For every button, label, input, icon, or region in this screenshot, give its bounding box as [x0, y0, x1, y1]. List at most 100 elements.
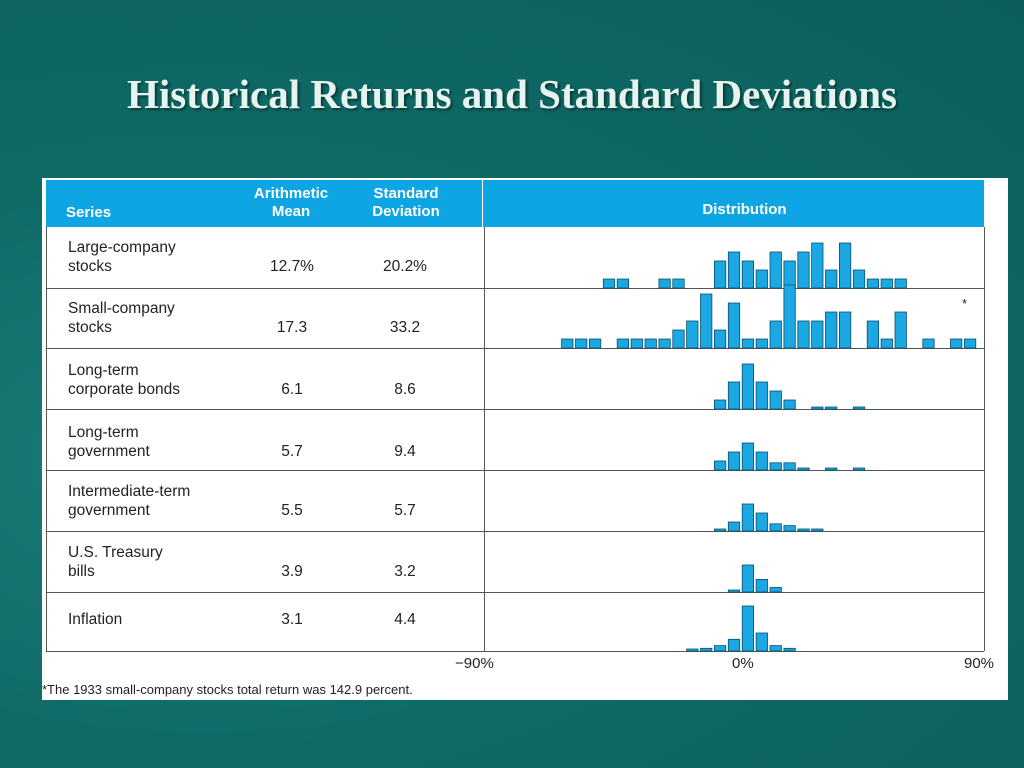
histogram-bar-series-2-bin-17 [797, 320, 810, 349]
histogram-bar-series-3-bin-5 [769, 390, 782, 410]
right-border [984, 227, 985, 651]
row-divider [46, 470, 984, 471]
histogram-bar-series-2-bin-22 [880, 338, 893, 349]
row-6-mean: 3.9 [281, 563, 303, 580]
histogram-bar-series-1-bin-15 [852, 269, 866, 289]
histogram-bar-series-1-bin-11 [797, 251, 810, 289]
row-4-sd: 9.4 [394, 443, 416, 460]
histogram-bar-series-5-bin-3 [741, 503, 755, 532]
histogram-bar-series-2-bin-18 [811, 320, 824, 349]
row-2-series-line1: Small-company [68, 300, 175, 317]
histogram-bar-series-1-bin-12 [811, 242, 824, 289]
histogram-bar-series-5-bin-6 [783, 525, 796, 532]
histogram-bar-series-2-bin-12 [727, 302, 741, 349]
histogram-bar-series-2-bin-15 [769, 320, 782, 349]
row-5-series-line2: government [68, 502, 150, 519]
histogram-bar-series-7-bin-4 [727, 638, 741, 652]
row-1-series-line1: Large-company [68, 239, 176, 256]
header-series: Series [66, 204, 112, 221]
row-6-series-line1: U.S. Treasury [68, 544, 163, 561]
histogram-bar-series-5-bin-2 [727, 521, 741, 532]
histogram-bar-series-1-bin-13 [825, 269, 838, 289]
histogram-bar-series-5-bin-7 [797, 528, 810, 532]
histogram-bar-series-1-bin-18 [894, 278, 907, 289]
row-divider [46, 531, 984, 532]
row-6-series-line2: bills [68, 563, 95, 580]
histogram-bar-series-6-bin-1 [727, 589, 741, 593]
left-border [46, 227, 47, 651]
asterisk-mark: * [962, 296, 968, 311]
row-divider [46, 288, 984, 289]
row-7-mean: 3.1 [281, 611, 303, 628]
histogram-bar-series-2-bin-9 [686, 320, 699, 349]
histogram-bar-series-7-bin-2 [700, 647, 713, 652]
header-distribution: Distribution [702, 201, 787, 218]
histogram-bar-series-2-bin-13 [741, 338, 755, 349]
histogram-bar-series-4-bin-2 [727, 451, 741, 471]
histogram-bar-series-6-bin-3 [755, 578, 768, 593]
row-3-mean: 6.1 [281, 381, 303, 398]
histogram-bar-series-3-bin-4 [755, 381, 768, 410]
histogram-bar-series-1-bin-10 [783, 260, 796, 289]
returns-table-panel: Series Arithmetic Mean Standard Deviatio… [42, 178, 1008, 700]
histogram-bar-series-2-bin-20 [839, 311, 852, 349]
row-7-sd: 4.4 [394, 611, 416, 628]
histogram-bar-series-4-bin-3 [741, 442, 755, 471]
histogram-bar-series-2-bin-14 [755, 338, 768, 349]
histogram-bar-series-1-bin-17 [880, 278, 893, 289]
distribution-histograms [561, 242, 977, 652]
row-1-mean: 12.7% [270, 258, 314, 275]
histogram-bar-series-3-bin-7 [811, 406, 824, 410]
histogram-bar-series-7-bin-7 [769, 645, 782, 652]
row-2-mean: 17.3 [276, 319, 308, 336]
histogram-bar-series-4-bin-8 [825, 467, 838, 471]
histogram-bar-series-3-bin-9 [852, 406, 866, 410]
histogram-bar-series-1-bin-8 [755, 269, 768, 289]
row-4-mean: 5.7 [281, 443, 303, 460]
histogram-bar-series-5-bin-4 [755, 512, 768, 532]
row-divider [46, 592, 984, 593]
histogram-bar-series-7-bin-3 [714, 645, 727, 652]
histogram-bar-series-1-bin-5 [714, 260, 727, 289]
histogram-bar-series-3-bin-3 [741, 363, 755, 410]
histogram-bar-series-4-bin-7 [797, 467, 810, 471]
histogram-bar-series-3-bin-8 [825, 406, 838, 410]
histogram-bar-series-2-bin-6 [644, 338, 657, 349]
header-mean-line2: Mean [271, 203, 311, 220]
histogram-bar-series-4-bin-5 [769, 462, 782, 471]
histogram-bar-series-5-bin-1 [714, 528, 727, 532]
table-bottom-border [46, 651, 984, 652]
histogram-bar-series-1-bin-14 [839, 242, 852, 289]
row-3-sd: 8.6 [394, 381, 416, 398]
histogram-bar-series-2-bin-3 [589, 338, 602, 349]
histogram-bar-series-1-bin-2 [616, 278, 630, 289]
histogram-bar-series-6-bin-4 [769, 587, 782, 593]
histogram-bar-series-4-bin-4 [755, 451, 768, 471]
histogram-bar-series-2-bin-23 [894, 311, 907, 349]
histogram-bar-series-3-bin-6 [783, 399, 796, 410]
histogram-bar-series-2-bin-24 [922, 338, 935, 349]
histogram-bar-series-2-bin-7 [658, 338, 671, 349]
histogram-bar-series-3-bin-1 [714, 399, 727, 410]
row-divider [46, 409, 984, 410]
row-2-sd: 33.2 [389, 319, 421, 336]
row-2-series-line2: stocks [68, 319, 112, 336]
histogram-bar-series-7-bin-8 [783, 647, 796, 652]
histogram-bar-series-2-bin-5 [630, 338, 643, 349]
histogram-bar-series-5-bin-8 [811, 528, 824, 532]
histogram-bar-series-2-bin-4 [616, 338, 630, 349]
row-7-series-line1: Inflation [68, 611, 123, 628]
histogram-bar-series-1-bin-6 [727, 251, 741, 289]
histogram-bar-series-1-bin-4 [672, 278, 685, 289]
axis-tick-max: 90% [964, 655, 995, 672]
axis-tick-zero: 0% [732, 655, 754, 672]
histogram-bar-series-2-bin-2 [575, 338, 588, 349]
histogram-bar-series-2-bin-25 [950, 338, 963, 349]
histogram-bar-series-4-bin-6 [783, 462, 796, 471]
histogram-bar-series-2-bin-8 [672, 329, 685, 349]
slide-title: Historical Returns and Standard Deviatio… [127, 71, 897, 117]
histogram-bar-series-2-bin-1 [561, 338, 574, 349]
header-divider [482, 180, 483, 227]
row-5-series-line1: Intermediate-term [68, 483, 191, 500]
histogram-bar-series-6-bin-2 [741, 564, 755, 593]
